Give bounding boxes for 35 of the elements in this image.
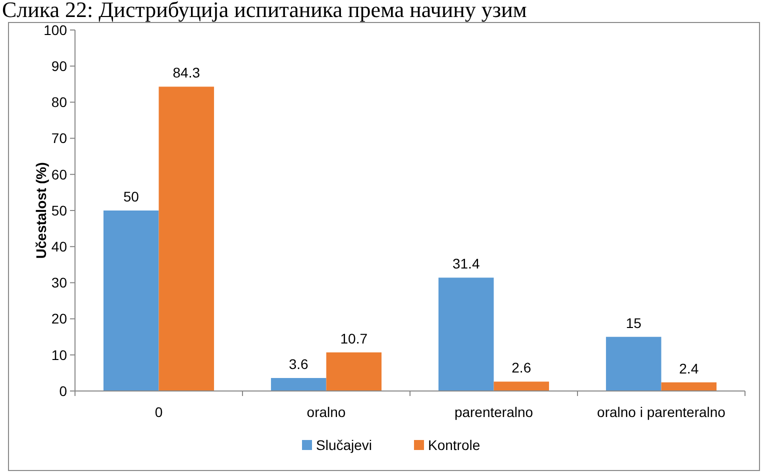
data-label: 15 xyxy=(626,314,642,331)
bar xyxy=(158,86,214,391)
y-tick-label: 50 xyxy=(51,202,68,218)
y-tick-label: 10 xyxy=(51,346,68,363)
bar xyxy=(103,210,159,391)
chart-title: Слика 22: Дистрибуција испитаника према начину узим xyxy=(2,0,527,22)
bar xyxy=(661,382,717,391)
x-tick-label: oralno xyxy=(306,404,346,420)
legend-label: Kontrole xyxy=(428,437,480,453)
data-label: 10.7 xyxy=(340,330,368,346)
data-label: 84.3 xyxy=(172,64,200,81)
y-tick-label: 20 xyxy=(51,310,68,327)
x-tick-label: parenteralno xyxy=(454,404,534,420)
y-tick-label: 40 xyxy=(51,238,68,254)
data-label: 50 xyxy=(123,188,140,204)
data-label: 2.6 xyxy=(512,360,532,376)
y-tick-label: 100 xyxy=(44,22,68,38)
data-label: 31.4 xyxy=(452,256,480,272)
legend-label: Slučajevi xyxy=(316,437,372,453)
bar xyxy=(606,336,662,391)
y-axis-title: Učestalost (%) xyxy=(33,162,49,259)
y-tick-label: 90 xyxy=(51,58,68,74)
y-tick-label: 30 xyxy=(51,274,68,291)
data-label: 3.6 xyxy=(288,356,309,372)
bar xyxy=(438,278,494,391)
y-tick-label: 80 xyxy=(51,94,68,110)
y-tick-label: 0 xyxy=(59,382,68,399)
x-tick-label: oralno i parenteralno xyxy=(597,404,726,420)
y-tick-label: 60 xyxy=(51,166,68,182)
bar xyxy=(494,382,550,391)
y-tick-label: 70 xyxy=(51,130,68,146)
data-label: 2.4 xyxy=(679,360,699,376)
bar xyxy=(326,352,382,391)
x-tick-label: 0 xyxy=(154,404,163,420)
bar xyxy=(270,378,326,391)
